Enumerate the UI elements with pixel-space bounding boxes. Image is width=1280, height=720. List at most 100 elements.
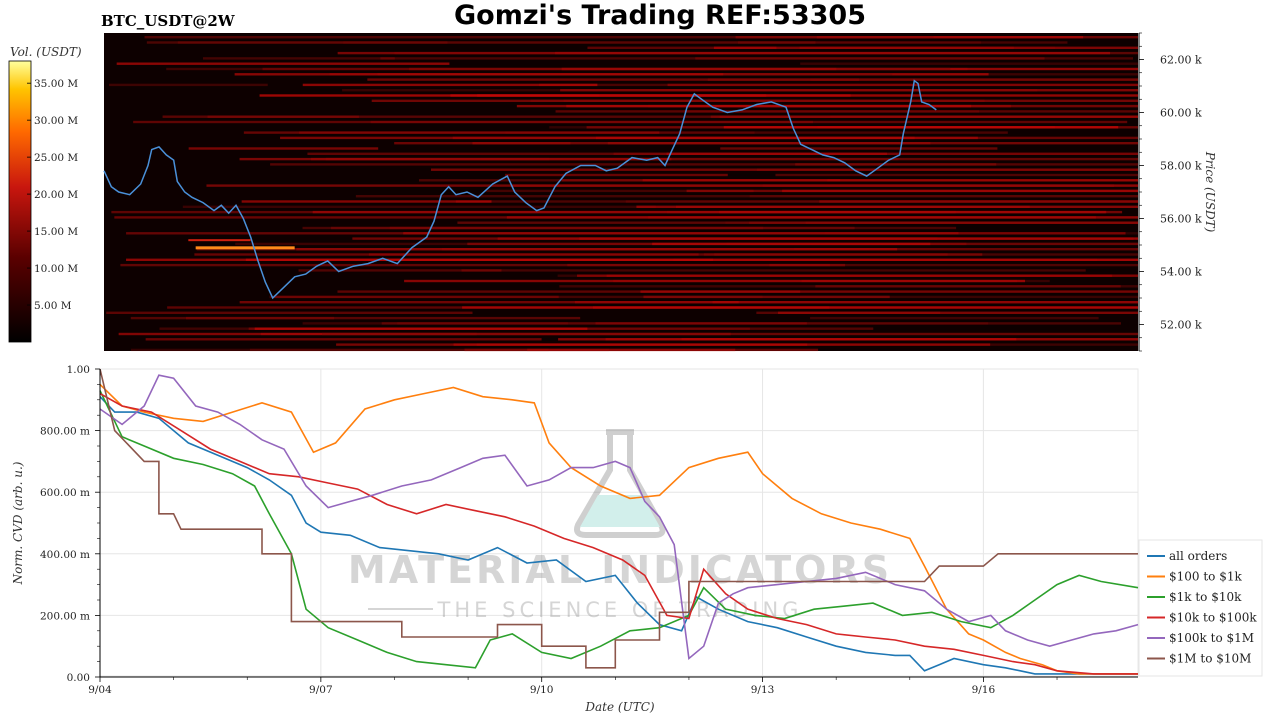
heatmap-bands <box>106 36 1139 352</box>
liquidity-band <box>106 311 473 314</box>
liquidity-band <box>462 306 1138 309</box>
liquidity-band <box>726 242 1138 246</box>
liquidity-band <box>675 205 1030 208</box>
flask-liquid <box>580 495 660 527</box>
price-line <box>103 79 937 300</box>
cvd-x-axis-ticks: 9/04 9/07 9/10 9/13 9/16 <box>88 677 1058 696</box>
liquidity-band <box>816 36 1138 39</box>
liquidity-band <box>188 147 379 150</box>
liquidity-band <box>133 120 1128 124</box>
liquidity-band <box>185 316 581 320</box>
liquidity-band <box>737 41 1068 44</box>
liquidity-band <box>342 89 1139 92</box>
liquidity-band <box>159 327 750 330</box>
liquidity-band <box>819 200 1138 203</box>
liquidity-band <box>595 136 1138 140</box>
liquidity-band <box>720 147 998 150</box>
colorbar <box>8 60 32 343</box>
liquidity-band <box>613 152 1138 155</box>
cvd-y-tick-label: 1.00 <box>67 364 90 376</box>
liquidity-band <box>749 195 1138 198</box>
price-axis-ticks: 52.00 k 54.00 k 56.00 k 58.00 k 60.00 k 62.00… <box>1139 32 1202 352</box>
cvd-x-tick-label: 9/04 <box>88 684 112 696</box>
legend-label: $10k to $100k <box>1169 611 1257 625</box>
cvd-y-tick-label: 800.00 m <box>40 426 90 438</box>
liquidity-band <box>703 253 948 256</box>
liquidity-band <box>355 195 1138 198</box>
flask-icon <box>574 429 666 538</box>
liquidity-band <box>206 184 1115 187</box>
liquidity-band <box>636 205 1138 208</box>
liquidity-band <box>241 200 492 203</box>
liquidity-band <box>577 274 1138 277</box>
price-tick-label: 62.00 k <box>1160 54 1202 67</box>
liquidity-band <box>497 237 1134 240</box>
liquidity-band <box>640 290 1138 293</box>
liquidity-band <box>403 232 1126 235</box>
liquidity-band <box>302 83 598 87</box>
series-line--1m-to-10m <box>99 368 1138 669</box>
series-line--1k-to-10k <box>99 390 1139 669</box>
liquidity-band <box>707 78 1138 81</box>
liquidity-band <box>120 263 846 267</box>
price-tick-label: 60.00 k <box>1160 107 1202 120</box>
liquidity-band <box>370 120 813 124</box>
liquidity-band <box>595 322 807 325</box>
cvd-x-tick-label: 9/16 <box>972 684 996 696</box>
liquidity-band <box>506 216 1139 219</box>
liquidity-band <box>457 221 1138 224</box>
colorbar-tick-label: 20.00 M <box>34 189 78 201</box>
series-line--100k-to-1m <box>99 374 1139 661</box>
liquidity-band <box>567 263 830 267</box>
legend-label: $1k to $10k <box>1169 590 1242 604</box>
price-tick-label: 52.00 k <box>1160 319 1202 332</box>
liquidity-band <box>455 200 1139 203</box>
liquidity-band <box>539 83 1138 87</box>
liquidity-band <box>130 348 609 352</box>
liquidity-band <box>298 269 502 272</box>
chart-title: Gomzi's Trading REF:53305 <box>454 0 866 31</box>
cvd-y-tick-label: 400.00 m <box>40 549 90 561</box>
liquidity-band <box>527 348 819 352</box>
colorbar-ticks: 5.00 M 10.00 M 15.00 M 20.00 M 25.00 M 30.00 … <box>27 78 78 312</box>
colorbar-tick-label: 35.00 M <box>34 78 78 90</box>
liquidity-band <box>485 189 754 193</box>
liquidity-band <box>667 83 1138 87</box>
legend: all orders $100 to $1k $1k to $10k $10k to … <box>1147 549 1257 666</box>
liquidity-band <box>337 290 801 293</box>
liquidity-band <box>587 46 777 49</box>
liquidity-band <box>505 173 728 177</box>
liquidity-band <box>555 110 1138 113</box>
liquidity-band <box>336 343 991 346</box>
liquidity-band <box>723 73 893 76</box>
liquidity-band <box>430 168 1138 171</box>
cvd-y-tick-label: 200.00 m <box>40 610 90 622</box>
watermark-title: MATERIAL INDICATORS <box>348 548 892 592</box>
liquidity-band <box>404 279 1026 283</box>
cvd-y-tick-label: 600.00 m <box>40 487 90 499</box>
liquidity-band <box>795 163 997 166</box>
cvd-y-axis-label: Norm. CVD (arb. u.) <box>11 461 25 585</box>
liquidity-band <box>562 179 841 182</box>
cvd-x-tick-label: 9/07 <box>309 684 333 696</box>
liquidity-band <box>144 36 934 39</box>
liquidity-band <box>254 327 588 330</box>
liquidity-band <box>409 67 951 71</box>
liquidity-band <box>195 246 295 250</box>
legend-box <box>1138 539 1263 677</box>
liquidity-band <box>274 295 559 299</box>
series-line--100-to-1k <box>99 383 1138 675</box>
colorbar-tick-label: 5.00 M <box>34 300 72 312</box>
liquidity-band <box>723 126 1119 129</box>
liquidity-band <box>713 46 1138 49</box>
legend-label: $100 to $1k <box>1169 570 1242 584</box>
liquidity-band <box>695 57 1045 60</box>
liquidity-band <box>270 163 1138 166</box>
legend-label: $1M to $10M <box>1169 652 1251 666</box>
price-axis-label: Price (USDT) <box>1203 151 1217 233</box>
liquidity-band <box>108 83 268 87</box>
liquidity-band <box>472 142 1138 145</box>
liquidity-band <box>146 41 816 44</box>
liquidity-band <box>810 316 1099 320</box>
liquidity-band <box>310 157 1138 161</box>
